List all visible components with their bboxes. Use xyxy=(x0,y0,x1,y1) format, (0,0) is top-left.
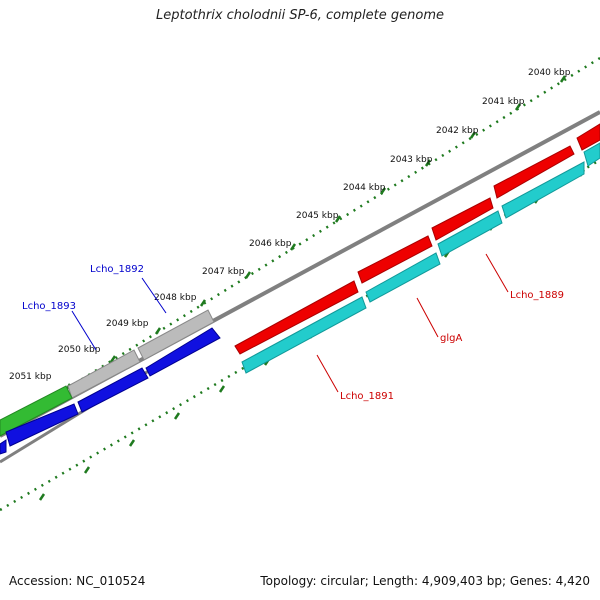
red-genes xyxy=(234,123,600,355)
tick-label: 2047 kbp xyxy=(202,267,245,277)
gene-blue-2 xyxy=(5,403,79,447)
tick-label: 2042 kbp xyxy=(436,126,479,136)
leader-glga xyxy=(416,297,439,338)
gene-cyan-2 xyxy=(437,210,503,257)
tick-label: 2046 kbp xyxy=(249,239,292,249)
map-title: Leptothrix cholodnii SP-6, complete geno… xyxy=(156,8,444,23)
tick-label: 2050 kbp xyxy=(58,345,101,355)
gene-gray-1 xyxy=(67,349,141,399)
leader-lcho-1893 xyxy=(71,310,97,351)
gene-label-lcho-1891: Lcho_1891 xyxy=(340,391,394,402)
gene-cyan-3 xyxy=(365,252,441,303)
leader-lcho-1891 xyxy=(316,354,339,393)
gene-label-glga: glgA xyxy=(440,333,462,344)
scale-ring-outer xyxy=(0,56,600,432)
tick-label: 2044 kbp xyxy=(343,183,386,193)
leader-lcho-1889 xyxy=(485,253,509,293)
tick-label: 2041 kbp xyxy=(482,97,525,107)
cyan-genes xyxy=(241,142,600,374)
gene-label-lcho-1893: Lcho_1893 xyxy=(22,301,76,312)
green-genes xyxy=(0,385,73,437)
gene-cyan-4 xyxy=(241,296,367,374)
gene-red-4 xyxy=(234,280,359,355)
gray-genes xyxy=(67,309,215,399)
gene-blue-3 xyxy=(0,439,7,455)
gene-blue-0 xyxy=(145,327,221,377)
tick-label: 2045 kbp xyxy=(296,211,339,221)
tick-label: 2043 kbp xyxy=(390,155,433,165)
gene-blue-1 xyxy=(77,367,149,413)
gene-cyan-0 xyxy=(583,142,600,167)
leader-lcho-1892 xyxy=(141,277,167,314)
backbone xyxy=(0,110,600,464)
gene-label-lcho-1889: Lcho_1889 xyxy=(510,290,564,301)
tick-label: 2049 kbp xyxy=(106,319,149,329)
tick-label: 2040 kbp xyxy=(528,68,571,78)
gene-red-0 xyxy=(576,123,600,151)
gene-cyan-1 xyxy=(501,161,585,219)
gene-gray-0 xyxy=(137,309,215,361)
tick-label: 2048 kbp xyxy=(154,293,197,303)
gene-red-1 xyxy=(493,145,575,199)
tick-label: 2051 kbp xyxy=(9,372,52,382)
genome-summary: Topology: circular; Length: 4,909,403 bp… xyxy=(260,574,590,588)
accession-text: Accession: NC_010524 xyxy=(9,574,146,588)
gene-red-3 xyxy=(357,235,433,284)
gene-green-0 xyxy=(0,385,73,437)
blue-genes xyxy=(0,327,221,455)
gene-label-lcho-1892: Lcho_1892 xyxy=(90,264,144,275)
gene-red-2 xyxy=(431,197,494,241)
